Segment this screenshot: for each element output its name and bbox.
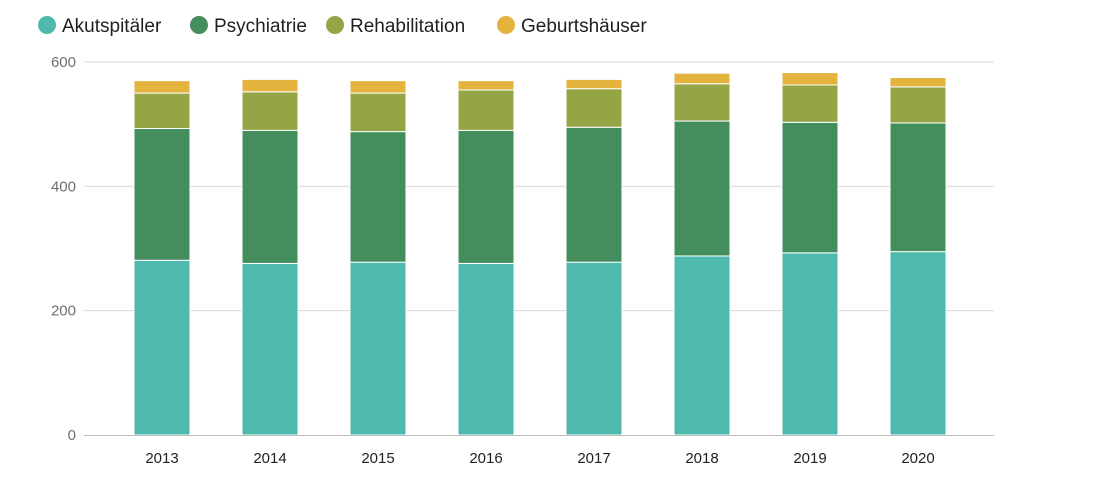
bar-akutspitaler-2018 (673, 255, 731, 436)
bar-rehabilitation-2020 (889, 86, 947, 124)
legend-swatch (497, 16, 515, 34)
x-tick-label: 2014 (253, 450, 286, 467)
bar-geburtshauser-2018 (673, 72, 731, 85)
bars (133, 72, 947, 436)
x-tick-label: 2020 (901, 450, 934, 467)
bar-akutspitaler-2016 (457, 262, 515, 436)
bar-psychiatrie-2013 (133, 128, 191, 261)
bar-akutspitaler-2014 (241, 262, 299, 436)
bar-geburtshauser-2017 (565, 78, 623, 90)
bar-rehabilitation-2016 (457, 89, 515, 131)
x-tick-label: 2019 (793, 450, 826, 467)
legend-swatch (190, 16, 208, 34)
bar-akutspitaler-2020 (889, 251, 947, 436)
legend-item-rehabilitation[interactable]: Rehabilitation (326, 16, 465, 37)
bar-rehabilitation-2013 (133, 92, 191, 130)
legend-item-geburtshauser[interactable]: Geburtshäuser (497, 16, 647, 37)
legend-item-akutspitaler[interactable]: Akutspitäler (38, 16, 162, 37)
x-tick-label: 2015 (361, 450, 394, 467)
x-tick-label: 2016 (469, 450, 502, 467)
legend-swatch (38, 16, 56, 34)
legend-label: Psychiatrie (214, 16, 307, 37)
x-axis: 2013 2014 2015 2016 2017 2018 2019 2020 (84, 435, 994, 467)
bar-akutspitaler-2019 (781, 252, 839, 436)
legend-label: Akutspitäler (62, 16, 162, 37)
bar-psychiatrie-2019 (781, 121, 839, 254)
bar-psychiatrie-2018 (673, 120, 731, 257)
legend-label: Rehabilitation (350, 16, 465, 37)
legend-swatch (326, 16, 344, 34)
bar-group-2020 (889, 77, 947, 436)
bar-group-2014 (241, 78, 299, 436)
bar-group-2016 (457, 80, 515, 436)
grid (84, 61, 994, 312)
bar-geburtshauser-2019 (781, 72, 839, 86)
bar-psychiatrie-2016 (457, 129, 515, 264)
bar-psychiatrie-2015 (349, 131, 407, 263)
x-tick-label: 2017 (577, 450, 610, 467)
bar-psychiatrie-2014 (241, 129, 299, 264)
bar-geburtshauser-2020 (889, 77, 947, 88)
bar-akutspitaler-2015 (349, 261, 407, 436)
bar-rehabilitation-2017 (565, 88, 623, 128)
bar-psychiatrie-2020 (889, 122, 947, 253)
bar-akutspitaler-2017 (565, 261, 623, 436)
legend-item-psychiatrie[interactable]: Psychiatrie (190, 16, 307, 37)
bar-group-2015 (349, 80, 407, 436)
bar-psychiatrie-2017 (565, 126, 623, 263)
legend: Akutspitäler Psychiatrie Rehabilitation Geb… (38, 16, 647, 37)
legend-label: Geburtshäuser (521, 16, 647, 37)
y-tick-label: 400 (51, 178, 76, 195)
bar-geburtshauser-2016 (457, 80, 515, 91)
y-axis: 0 200 400 600 (51, 54, 76, 444)
bar-group-2018 (673, 72, 731, 436)
bar-rehabilitation-2019 (781, 84, 839, 123)
y-tick-label: 600 (51, 54, 76, 71)
bar-group-2019 (781, 72, 839, 436)
bar-group-2017 (565, 78, 623, 436)
x-tick-label: 2013 (145, 450, 178, 467)
bar-geburtshauser-2015 (349, 80, 407, 94)
bar-rehabilitation-2015 (349, 92, 407, 133)
bar-geburtshauser-2013 (133, 80, 191, 94)
bar-rehabilitation-2018 (673, 83, 731, 122)
y-tick-label: 200 (51, 303, 76, 320)
bar-geburtshauser-2014 (241, 78, 299, 93)
bar-group-2013 (133, 80, 191, 436)
bar-rehabilitation-2014 (241, 91, 299, 131)
bar-akutspitaler-2013 (133, 259, 191, 436)
x-tick-label: 2018 (685, 450, 718, 467)
y-tick-label: 0 (68, 427, 76, 444)
